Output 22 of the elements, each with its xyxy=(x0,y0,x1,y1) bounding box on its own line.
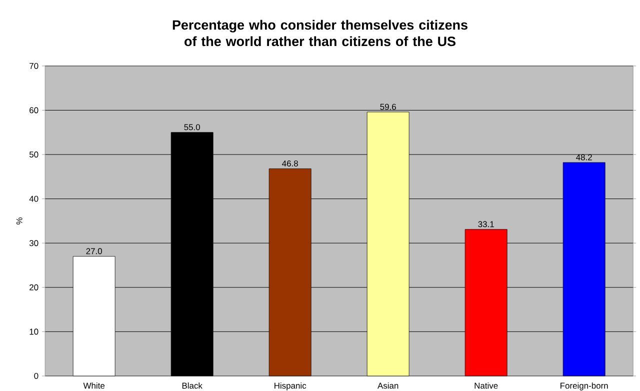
y-tick-label: 30 xyxy=(29,240,38,246)
y-tick-label: 10 xyxy=(30,328,38,335)
data-label: 48.2 xyxy=(576,154,592,160)
data-label: 46.8 xyxy=(282,160,298,166)
x-tick-label: Hispanic xyxy=(274,382,306,390)
y-tick-label: 0 xyxy=(34,372,38,379)
x-tick-label: White xyxy=(83,382,105,389)
y-tick-label: 70 xyxy=(30,62,38,69)
data-label: 27.0 xyxy=(86,248,102,254)
y-tick-label: 20 xyxy=(30,284,38,290)
y-axis-title: % xyxy=(16,217,22,224)
x-tick-label: Black xyxy=(182,382,202,389)
data-label: 59.6 xyxy=(380,104,396,110)
y-tick-label: 50 xyxy=(29,152,38,158)
chart-title: Percentage who consider themselves citizens of the world rather than citizens of the US xyxy=(172,20,468,46)
x-tick-label: Asian xyxy=(378,382,398,389)
x-tick-label: Foreign-born xyxy=(560,382,608,390)
y-tick-label: 60 xyxy=(30,107,38,114)
data-label: 55.0 xyxy=(184,124,200,130)
data-label: 33.1 xyxy=(478,221,494,228)
y-tick-label: 40 xyxy=(29,196,38,202)
x-tick-label: Native xyxy=(474,382,498,389)
